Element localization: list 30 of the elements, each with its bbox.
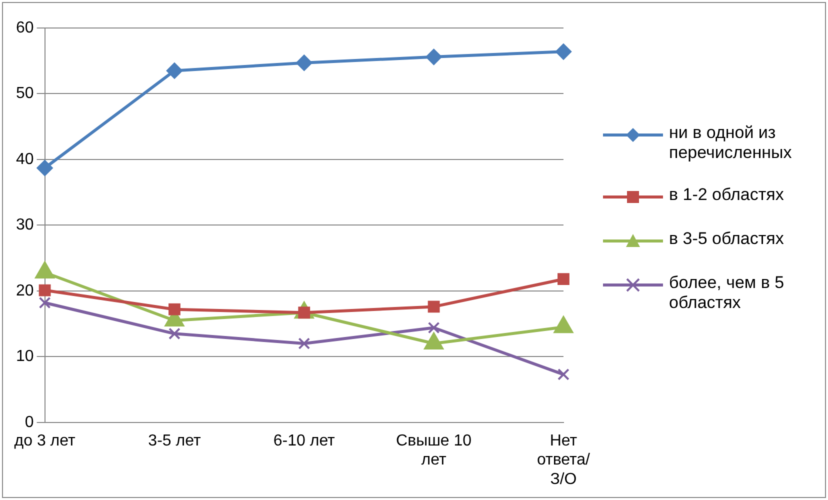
legend-label: более, чем в 5 областях <box>669 273 786 313</box>
point <box>426 48 442 65</box>
point <box>298 338 310 350</box>
point <box>428 322 440 334</box>
y-tick-label: 0 <box>24 414 34 431</box>
point <box>166 62 182 79</box>
x-tick-label: 6-10 лет <box>273 432 336 450</box>
x-tick-label: 3-5 лет <box>148 432 202 450</box>
legend-label: в 1-2 областях <box>669 185 784 205</box>
y-tick-label: 30 <box>16 216 34 234</box>
y-tick-label: 10 <box>16 348 34 366</box>
point <box>38 284 51 296</box>
y-tick-label: 50 <box>16 85 34 102</box>
point <box>38 296 51 309</box>
point <box>36 160 53 176</box>
legend-label: ни в одной из перечисленных <box>669 123 793 163</box>
legend-label: в 3-5 областях <box>669 229 784 249</box>
point <box>296 54 312 71</box>
point <box>168 303 180 316</box>
point <box>168 328 180 340</box>
x-tick-label: до 3 лет <box>14 432 76 450</box>
point <box>558 368 570 380</box>
point <box>555 44 572 60</box>
y-tick-label: 40 <box>16 150 34 168</box>
x-tick-label: Нет ответа/ З/О <box>536 432 591 488</box>
y-tick-label: 60 <box>16 19 34 36</box>
x-tick-label: Свыше 10 лет <box>396 432 472 469</box>
y-tick-label: 20 <box>16 282 34 300</box>
point <box>558 273 570 286</box>
point <box>428 300 440 313</box>
